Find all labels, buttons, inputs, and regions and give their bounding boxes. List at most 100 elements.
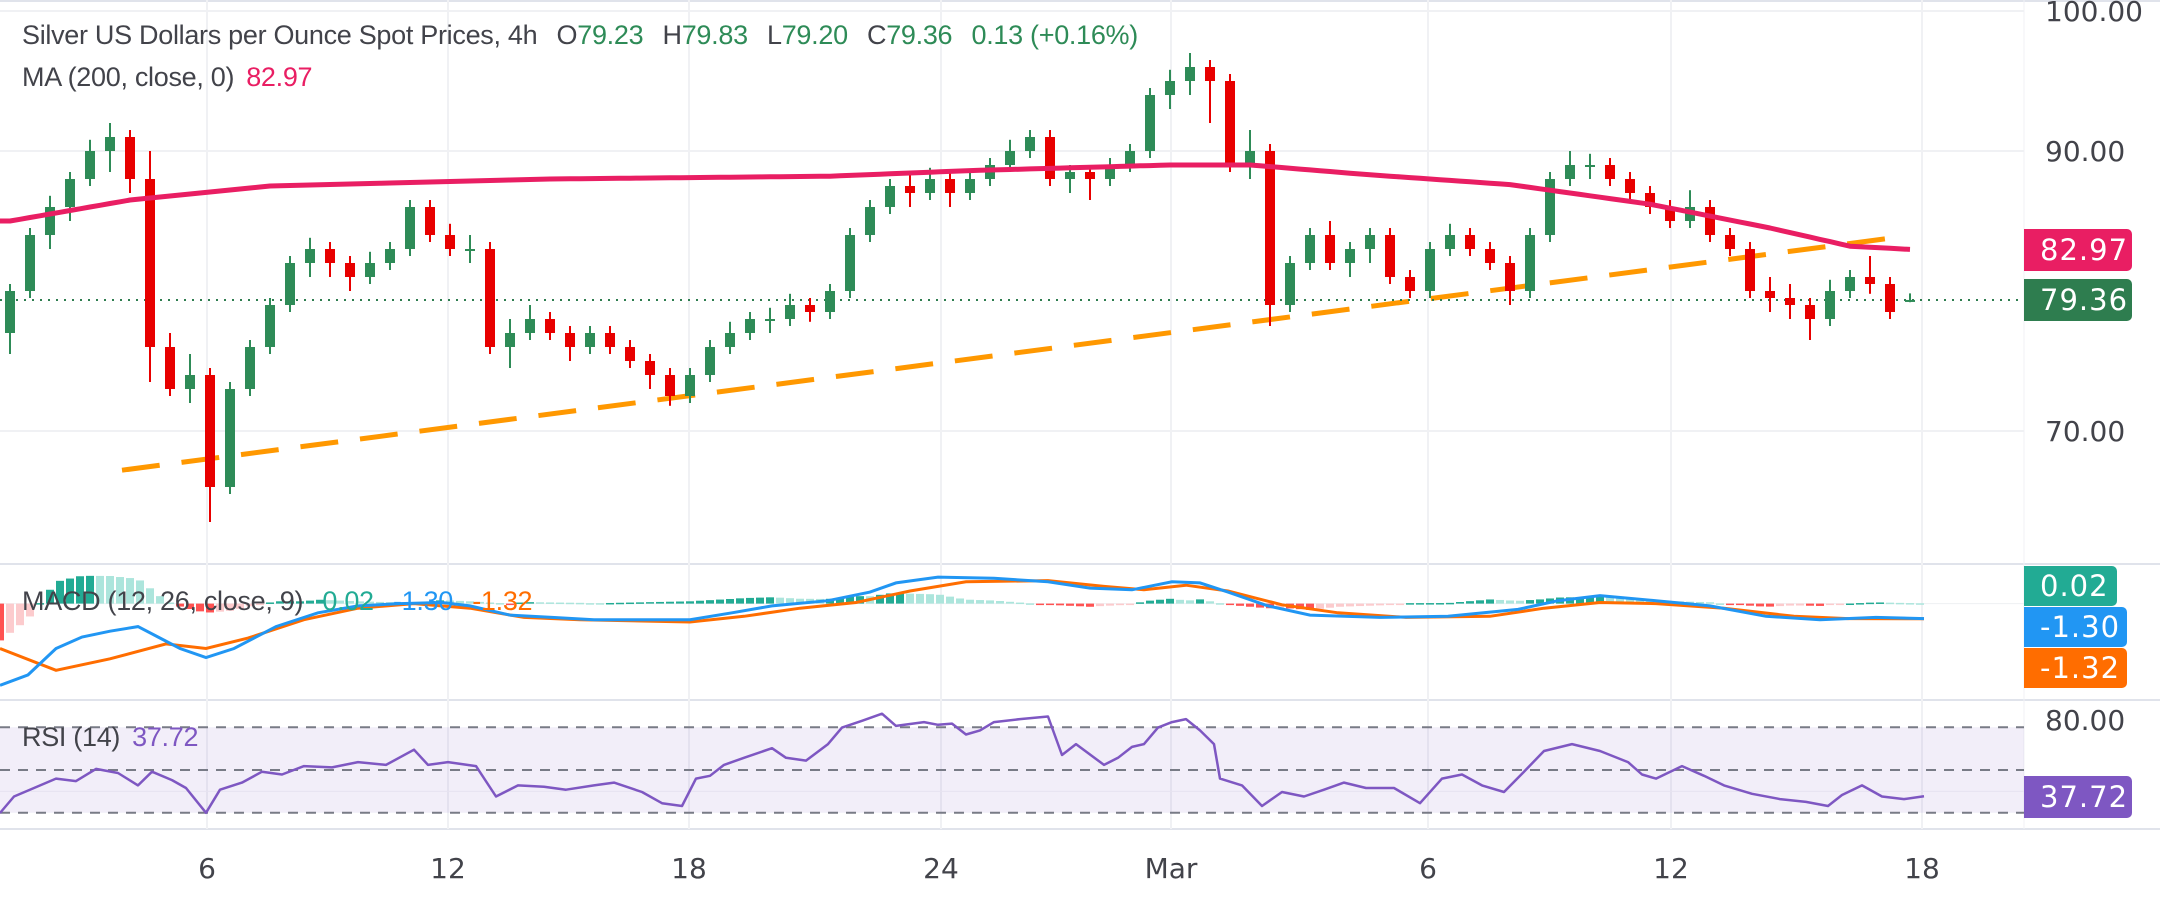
rsi-legend[interactable]: RSI (14) 37.72	[22, 722, 199, 753]
macd-histogram-bar	[276, 601, 284, 604]
macd-histogram-bar	[1846, 603, 1854, 606]
candle-body	[625, 347, 635, 361]
macd-signal-line	[0, 579, 1925, 672]
macd-histogram-bar	[1476, 600, 1484, 604]
macd-histogram-bar	[906, 593, 914, 604]
candle-body	[1345, 249, 1355, 263]
candle-body	[1625, 179, 1635, 193]
macd-histogram-bar	[1426, 603, 1434, 605]
macd-histogram-bar	[1136, 602, 1144, 604]
rsi-y-tick-label: 80.00	[2045, 704, 2125, 737]
macd-histogram-bar	[186, 603, 194, 609]
macd-histogram-bar	[1436, 603, 1444, 605]
candle-body	[685, 375, 695, 396]
macd-histogram-bar	[786, 598, 794, 604]
macd-histogram-bar	[756, 597, 764, 604]
macd-histogram-bar	[796, 598, 804, 604]
candle-body	[65, 179, 75, 207]
macd-histogram-bar	[216, 603, 224, 612]
macd-histogram-bar	[706, 600, 714, 604]
macd-histogram-bar	[1246, 603, 1254, 607]
candle-body	[1765, 291, 1775, 298]
macd-histogram-bar	[1076, 603, 1084, 607]
macd-histogram-bar	[1886, 602, 1894, 605]
candle-body	[245, 347, 255, 389]
macd-histogram-bar	[196, 603, 204, 612]
candle-body	[1805, 305, 1815, 319]
macd-histogram-bar	[206, 603, 214, 613]
candle-body	[425, 207, 435, 235]
macd-histogram-bar	[966, 599, 974, 604]
macd-histogram-bar	[666, 601, 674, 604]
macd-histogram-bar	[1106, 603, 1114, 606]
candle-body	[865, 207, 875, 235]
x-tick-label: 12	[430, 852, 466, 885]
candle-body	[1105, 165, 1115, 179]
candle-body	[1005, 151, 1015, 165]
candle-body	[1185, 67, 1195, 81]
candle-body	[1905, 299, 1915, 302]
ma-legend[interactable]: MA (200, close, 0) 82.97	[22, 62, 313, 93]
macd-histogram-bar	[1346, 603, 1354, 607]
macd-histogram-bar	[1026, 603, 1034, 605]
macd-histogram-bar	[1186, 600, 1194, 604]
open-value: 79.23	[577, 20, 644, 50]
macd-histogram-bar	[896, 592, 904, 604]
macd-histogram-bar	[1796, 603, 1804, 606]
macd-histogram-bar	[1156, 599, 1164, 604]
macd-histogram-bar	[1466, 601, 1474, 604]
grid-lines	[0, 0, 2160, 830]
candle-body	[365, 263, 375, 277]
change-percent: (+0.16%)	[1030, 20, 1138, 50]
macd-histogram-bar	[526, 602, 534, 604]
macd-histogram-bar	[1036, 603, 1044, 606]
macd-histogram-bar	[266, 602, 274, 604]
macd-legend[interactable]: MACD (12, 26, close, 9) 0.02 -1.30 -1.32	[22, 586, 533, 617]
candle-body	[1585, 165, 1595, 167]
macd-histogram-bar	[336, 600, 344, 604]
macd-histogram-bar	[236, 603, 244, 609]
macd-histogram-bar	[376, 601, 384, 604]
macd-histogram-bar	[496, 603, 504, 605]
macd-histogram-bar	[1206, 601, 1214, 604]
candle-body	[1885, 284, 1895, 312]
macd-signal-tag: -1.32	[2024, 648, 2127, 688]
candle-body	[1545, 179, 1555, 235]
macd-histogram-bar	[1756, 603, 1764, 607]
macd-histogram-bar	[1386, 603, 1394, 606]
macd-histogram-bar	[176, 603, 184, 607]
macd-histogram-bar	[576, 602, 584, 605]
macd-histogram-bar	[1216, 603, 1224, 605]
macd-histogram-bar	[226, 603, 234, 611]
candle-body	[1145, 95, 1155, 151]
macd-histogram-bar	[96, 575, 104, 604]
candle-body	[1705, 207, 1715, 235]
high-value: 79.83	[681, 20, 748, 50]
candle-body	[1025, 137, 1035, 151]
candle-body	[45, 207, 55, 235]
macd-histogram-bar	[536, 602, 544, 604]
macd-histogram-bar	[166, 602, 174, 605]
macd-histogram-bar	[1826, 603, 1834, 606]
macd-pane	[0, 575, 2024, 687]
macd-histogram-bar	[976, 600, 984, 604]
candle-body	[1205, 67, 1215, 81]
macd-histogram-bar	[1636, 599, 1644, 604]
candle-body	[885, 186, 895, 207]
macd-histogram-bar	[516, 602, 524, 605]
macd-histogram-bar	[956, 598, 964, 604]
macd-histogram-bar	[326, 600, 334, 604]
macd-histogram-bar	[116, 577, 124, 604]
macd-histogram-bar	[1166, 598, 1174, 604]
macd-histogram-bar	[1576, 597, 1584, 604]
candle-body	[585, 333, 595, 347]
macd-histogram-bar	[356, 601, 364, 604]
macd-histogram-bar	[726, 598, 734, 604]
macd-line	[0, 575, 1925, 687]
macd-histogram-bar	[1896, 602, 1904, 605]
macd-histogram-bar	[506, 603, 514, 606]
macd-histogram-bar	[136, 580, 144, 604]
macd-histogram-bar	[1396, 603, 1404, 606]
macd-hist-tag: 0.02	[2024, 566, 2117, 606]
